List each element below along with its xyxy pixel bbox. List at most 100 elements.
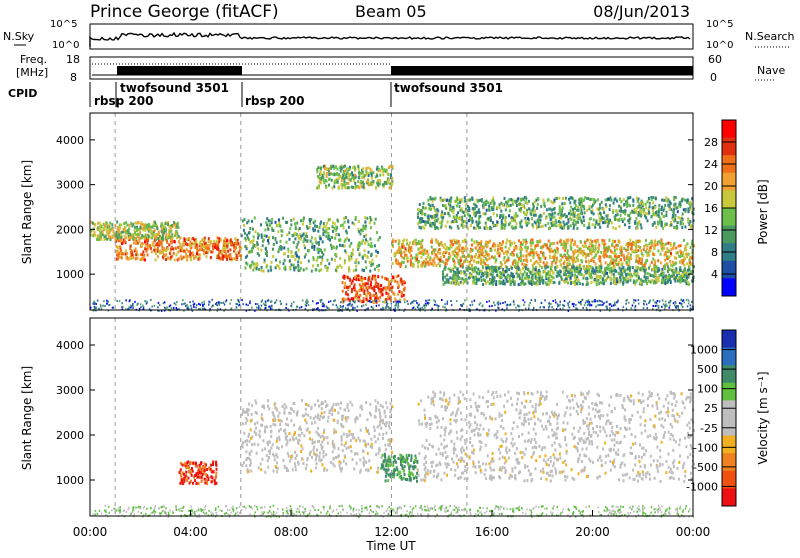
range-cell [574,219,576,222]
range-cell [370,242,372,245]
range-cell [141,244,143,247]
range-cell [439,252,441,255]
range-cell [616,263,618,266]
range-cell [346,182,348,185]
range-cell [454,241,456,244]
range-cell [136,226,138,229]
range-cell [165,228,167,231]
nsearch-label: N.Search [745,30,795,43]
range-cell [430,215,432,218]
ground-cell [551,306,553,308]
range-cell [585,253,587,256]
range-cell [119,245,121,248]
range-cell [167,223,169,226]
range-cell [619,281,621,284]
range-cell [539,240,541,243]
range-cell [145,244,147,247]
range-cell [608,245,610,248]
range-cell [171,235,173,238]
range-cell [647,219,649,222]
range-cell [589,218,591,221]
range-cell [432,259,434,262]
range-cell [643,269,645,272]
range-cell [328,262,330,265]
range-cell [436,215,438,218]
range-cell [565,256,567,259]
range-cell [670,275,672,278]
range-cell [332,165,334,168]
range-cell [181,248,183,251]
range-cell [376,231,378,234]
range-cell [500,210,502,213]
range-cell [434,227,436,230]
range-cell [352,186,354,189]
range-cell [448,278,450,281]
range-cell [377,179,379,182]
range-cell [103,238,105,241]
range-cell [249,241,251,244]
range-cell [535,244,537,247]
range-cell [511,267,513,270]
range-cell [464,196,466,199]
range-cell [218,256,220,259]
range-cell [531,249,533,252]
range-cell [496,252,498,255]
range-cell [606,214,608,217]
range-cell [513,249,515,252]
range-cell [567,267,569,270]
range-cell [240,254,242,257]
range-cell [180,244,182,247]
ground-cell [626,308,628,310]
range-cell [307,239,309,242]
range-cell [621,262,623,265]
range-cell [427,261,429,264]
range-cell [251,220,253,223]
range-cell [614,255,616,258]
range-cell [467,213,469,216]
range-cell [421,212,423,215]
range-cell [367,282,369,285]
range-cell [593,250,595,253]
range-cell [144,240,146,243]
range-cell [684,198,686,201]
range-cell [317,256,319,259]
range-cell [556,275,558,278]
range-cell [306,225,308,228]
range-cell [632,266,634,269]
range-cell [135,221,137,224]
range-cell [522,273,524,276]
range-cell [666,257,668,260]
range-cell [505,208,507,211]
range-cell [579,251,581,254]
range-cell [319,256,321,259]
range-cell [444,204,446,207]
ground-cell [647,307,649,309]
range-cell [595,254,597,257]
range-cell [389,288,391,291]
ground-cell [597,300,599,302]
range-cell [348,266,350,269]
range-cell [625,202,627,205]
range-cell [208,244,210,247]
range-cell [670,244,672,247]
range-cell [429,224,431,227]
range-cell [374,297,376,300]
range-cell [661,199,663,202]
range-cell [588,223,590,226]
range-cell [581,250,583,253]
range-cell [641,257,643,260]
ground-cell [241,299,243,301]
range-cell [357,180,359,183]
nave-tick-low: 0 [710,71,717,84]
range-cell [663,281,665,284]
range-cell [447,268,449,271]
range-cell [199,257,201,260]
range-cell [214,246,216,249]
range-cell [645,259,647,262]
range-cell [564,243,566,246]
range-cell [190,258,192,261]
range-cell [521,263,523,266]
range-cell [498,267,500,270]
range-cell [557,248,559,251]
range-cell [449,225,451,228]
